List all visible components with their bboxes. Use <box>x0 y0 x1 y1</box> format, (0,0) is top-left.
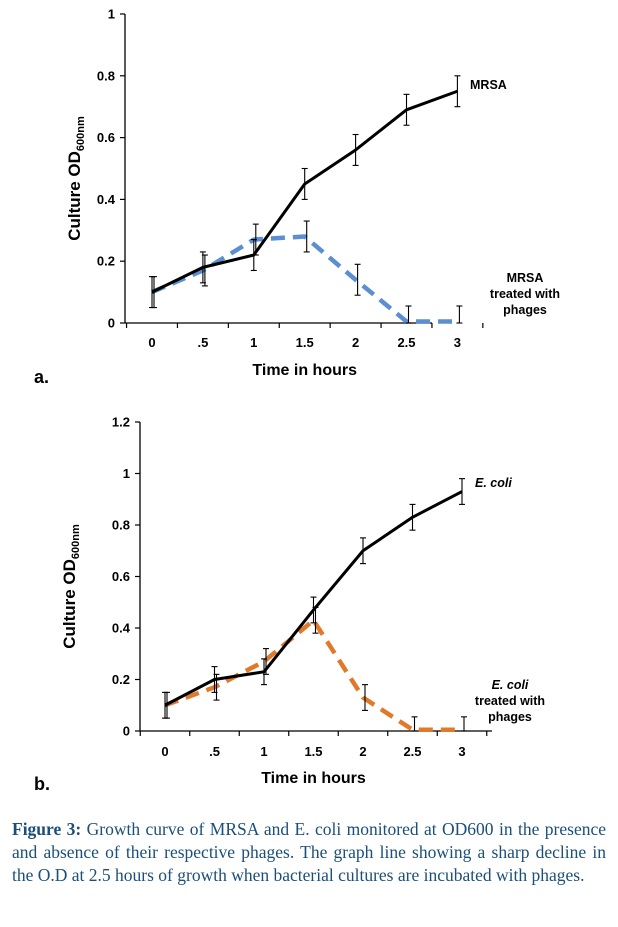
figure-caption: Figure 3: Growth curve of MRSA and E. co… <box>12 818 606 887</box>
chart-a-series-label-untreated: MRSA <box>470 78 507 92</box>
chart-b-series-label-treated: phages <box>488 710 532 724</box>
chart-a-y-axis-label: Culture OD600nm <box>65 116 87 241</box>
chart-a-mrsa-growth: 0 0.2 0.4 0.6 0.8 1 0 .5 1 1.5 2 2.5 3 Time in hours C… <box>34 7 560 388</box>
chart-a-panel-label: a. <box>34 367 49 387</box>
chart-b-ecoli-growth: 0 0.2 0.4 0.6 0.8 1 1.2 0 .5 1 1.5 2 2.5 3 Time in hou… <box>34 415 545 795</box>
chart-b-series-treated-line <box>164 618 462 732</box>
chart-b-series-label-treated: treated with <box>475 694 545 708</box>
chart-a-y-tick-label: 0.6 <box>97 130 115 145</box>
chart-b-x-tick-label: 3 <box>458 744 465 759</box>
chart-a-y-tick-label: 0.4 <box>97 192 116 207</box>
chart-a-x-tick-label: 1.5 <box>296 335 314 350</box>
chart-b-series-label-treated: E. coli <box>492 678 529 692</box>
chart-a-series-label-treated: treated with <box>490 287 560 301</box>
chart-a-y-tick-label: 0.2 <box>97 254 115 269</box>
chart-b-y-tick-label: 0.2 <box>112 672 130 687</box>
chart-b-x-tick-label: .5 <box>209 744 220 759</box>
chart-a-y-tick-label: 0.8 <box>97 68 115 83</box>
chart-a-series-label-treated: MRSA <box>507 271 544 285</box>
chart-b-y-tick-label: 0.4 <box>112 621 131 636</box>
chart-b-panel-label: b. <box>34 774 50 794</box>
chart-b-x-axis-label: Time in hours <box>261 770 366 787</box>
chart-a-series-label-treated: phages <box>503 303 547 317</box>
chart-a-x-tick-label: 0 <box>148 335 155 350</box>
chart-a-y-tick-label: 1 <box>108 7 115 22</box>
chart-b-y-axis-label: Culture OD600nm <box>60 524 82 649</box>
chart-a-x-tick-label: 1 <box>250 335 257 350</box>
chart-a-x-tick-label: 2 <box>352 335 359 350</box>
chart-a-y-tick-label: 0 <box>108 316 115 331</box>
chart-b-x-tick-label: 2.5 <box>403 744 421 759</box>
chart-a-x-tick-label: 2.5 <box>397 335 415 350</box>
chart-b-y-tick-label: 0.6 <box>112 569 130 584</box>
chart-b-x-tick-label: 2 <box>359 744 366 759</box>
chart-a-series-treated-line <box>151 234 458 324</box>
caption-text: Growth curve of MRSA and E. coli monitor… <box>12 819 606 885</box>
chart-b-y-tick-label: 1 <box>123 466 130 481</box>
chart-a-x-tick-label: 3 <box>454 335 461 350</box>
chart-b-x-tick-label: 1 <box>260 744 267 759</box>
chart-a-x-tick-label: .5 <box>197 335 208 350</box>
chart-b-x-tick-label: 1.5 <box>304 744 322 759</box>
chart-b-x-tick-label: 0 <box>161 744 168 759</box>
chart-a-x-axis-label: Time in hours <box>252 362 357 379</box>
chart-b-y-tick-label: 0.8 <box>112 518 130 533</box>
chart-b-y-tick-label: 0 <box>123 724 130 739</box>
caption-label: Figure 3: <box>12 819 82 839</box>
chart-b-series-label-untreated: E. coli <box>475 476 512 490</box>
chart-b-y-tick-label: 1.2 <box>112 415 130 430</box>
